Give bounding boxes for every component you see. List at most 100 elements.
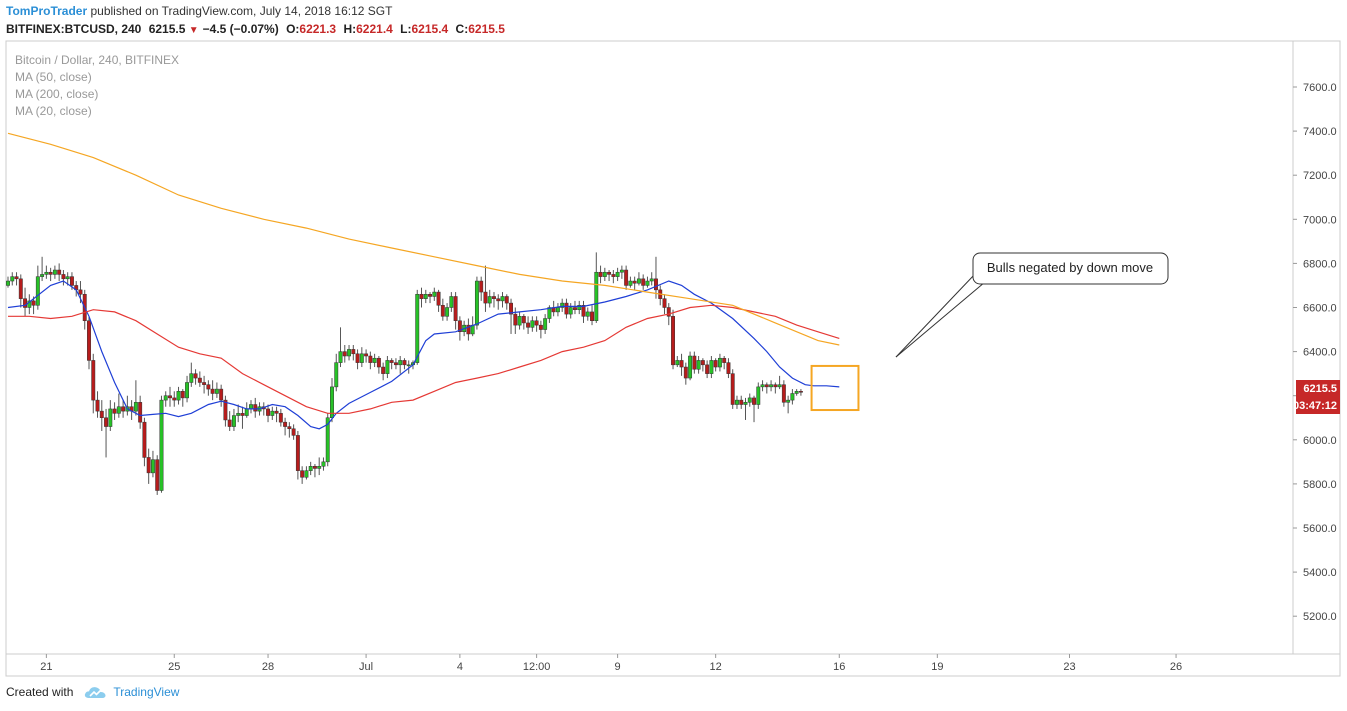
candle: [683, 362, 688, 385]
candle: [611, 270, 616, 284]
candle-body: [214, 388, 219, 394]
candle: [636, 272, 641, 286]
author-link[interactable]: TomProTrader: [6, 4, 88, 18]
candle: [227, 411, 232, 431]
candle-body: [108, 408, 113, 427]
time-tick-label: Jul: [359, 661, 373, 673]
candle-body: [760, 384, 765, 388]
ma50-line: [8, 304, 840, 414]
candle: [393, 358, 398, 370]
price-tick-label: 7200.0: [1303, 170, 1337, 182]
candle: [87, 316, 91, 370]
candle-body: [18, 278, 23, 299]
candle-body: [193, 373, 198, 379]
callout-box[interactable]: [972, 252, 1169, 285]
tradingview-brand-link[interactable]: TradingView: [113, 685, 180, 699]
candle-body: [696, 360, 701, 370]
candle: [159, 395, 164, 493]
candle-body: [274, 410, 279, 414]
candle-body: [14, 276, 19, 280]
candle-body: [295, 435, 300, 471]
candle-body: [99, 410, 104, 419]
candle-body: [146, 457, 151, 474]
candle: [419, 287, 424, 308]
candle-body: [6, 280, 10, 286]
candle: [10, 272, 15, 286]
candle: [794, 389, 799, 396]
candle-body: [671, 316, 675, 366]
countdown-value: 03:47:12: [1293, 400, 1337, 412]
open-value: 6221.3: [299, 22, 337, 36]
candle-body: [764, 384, 769, 388]
candle-body: [500, 296, 505, 302]
candle-body: [538, 324, 543, 330]
candle: [573, 300, 577, 315]
close-label: C:: [455, 22, 469, 36]
candle: [538, 320, 543, 339]
down-arrow-icon: ▼: [188, 25, 199, 36]
candle: [23, 287, 28, 317]
time-axis[interactable]: 21 25 28 Jul 4 12:00 9 12 16 19 23 26: [40, 654, 1182, 673]
candle: [645, 276, 650, 288]
candle-body: [155, 459, 160, 491]
candle: [756, 382, 761, 409]
candle-body: [44, 271, 49, 275]
candle-body: [368, 355, 373, 363]
candle: [517, 311, 522, 330]
candle-body: [526, 322, 531, 328]
candle-body: [492, 296, 496, 299]
candle-body: [219, 388, 224, 401]
candle-body: [291, 428, 296, 436]
candle-body: [726, 362, 731, 374]
time-tick-label: 12:00: [523, 661, 551, 673]
candle-body: [112, 408, 117, 414]
candle: [223, 395, 228, 427]
candle-body: [594, 271, 599, 321]
candle: [735, 395, 739, 409]
candle-body: [23, 298, 28, 308]
candle: [760, 380, 765, 392]
candle-body: [675, 360, 680, 366]
candle: [509, 298, 513, 334]
candle-body: [598, 271, 603, 277]
price-tick-label: 5400.0: [1303, 567, 1337, 579]
candle-body: [521, 316, 526, 324]
price-tick-label: 6800.0: [1303, 258, 1337, 270]
callout-line-1: [895, 273, 976, 358]
candle: [445, 303, 450, 321]
symbol-label: BITFINEX:BTCUSD, 240: [6, 22, 142, 36]
candle-body: [769, 384, 774, 388]
candle-body: [607, 271, 612, 275]
legend-ma20[interactable]: MA (20, close): [15, 104, 92, 118]
price-tick-label: 5800.0: [1303, 479, 1337, 491]
candle-body: [709, 360, 714, 374]
time-tick-label: 4: [457, 661, 463, 673]
candle: [492, 292, 496, 308]
candle: [696, 356, 701, 374]
candle: [342, 344, 347, 363]
candle: [521, 314, 526, 330]
candle-body: [249, 404, 253, 410]
candle: [679, 353, 684, 376]
candle: [705, 360, 710, 379]
candle-body: [692, 355, 697, 370]
legend-ma50[interactable]: MA (50, close): [15, 70, 92, 84]
candle: [479, 276, 484, 301]
candle: [713, 358, 718, 372]
legend-ma200[interactable]: MA (200, close): [15, 87, 98, 101]
candle-body: [393, 362, 398, 366]
candle-body: [730, 373, 735, 405]
highlight-box: [810, 364, 860, 412]
price-axis[interactable]: 5200.05400.05600.05800.06000.06200.06400…: [1293, 82, 1337, 623]
candle-body: [466, 324, 471, 335]
candle-body: [624, 269, 629, 286]
candle-body: [35, 276, 40, 306]
candle-body: [133, 402, 138, 412]
candle: [717, 353, 722, 372]
candle: [214, 382, 219, 398]
candle: [671, 309, 675, 370]
candle: [99, 400, 104, 431]
candle-body: [752, 397, 756, 405]
candle: [304, 466, 309, 480]
